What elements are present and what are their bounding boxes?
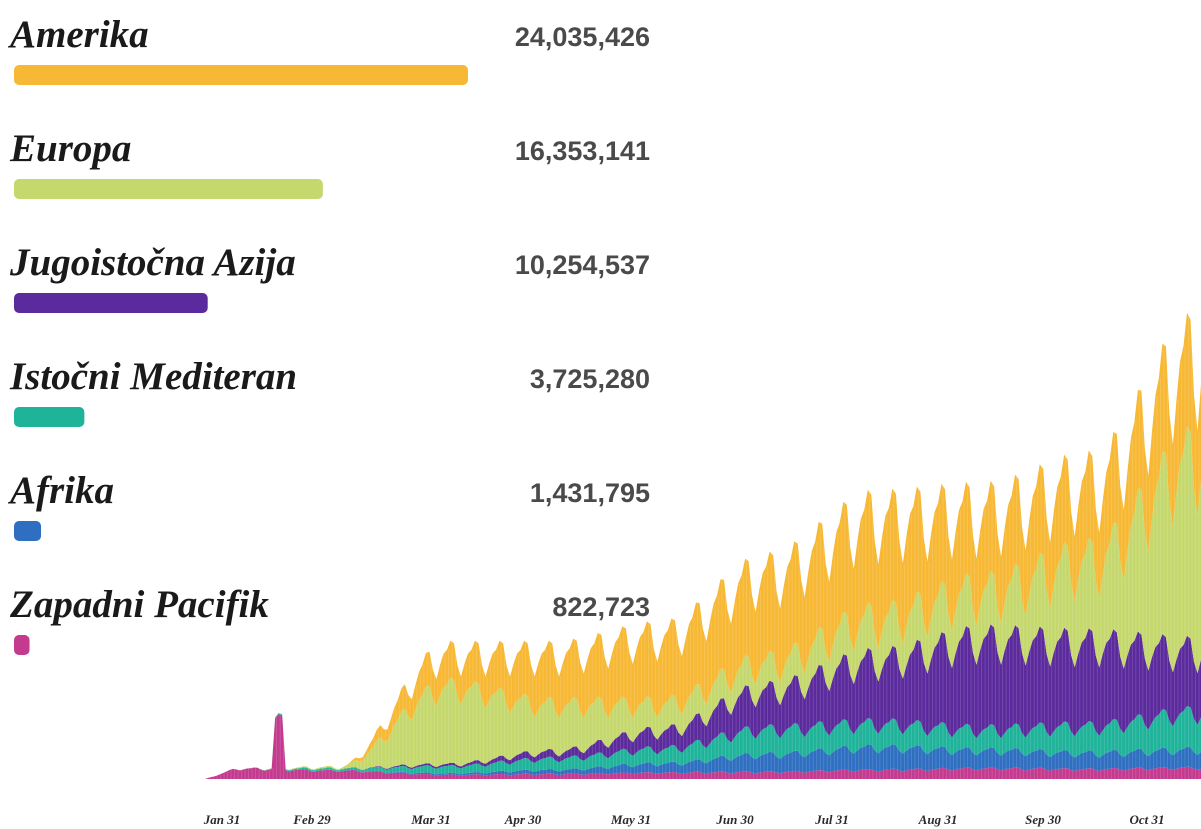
x-tick-label: Feb 29: [292, 812, 331, 827]
x-tick-label: Aug 31: [918, 812, 958, 827]
legend-bar-zapadni-pacifik: [14, 635, 30, 655]
stacked-area-plot: [205, 312, 1201, 779]
legend-row-amerika: Amerika 24,035,426: [7, 13, 650, 85]
x-tick-label: Oct 31: [1129, 812, 1164, 827]
legend-row-europa: Europa 16,353,141: [9, 127, 650, 199]
x-tick-label: Jul 31: [814, 812, 849, 827]
legend-label-amerika: Amerika: [7, 13, 149, 56]
legend-row-istocni-mediteran: Istočni Mediteran 3,725,280: [9, 355, 650, 427]
legend-bar-afrika: [14, 521, 42, 541]
legend-row-zapadni-pacifik: Zapadni Pacifik 822,723: [9, 583, 650, 655]
area-series-jugoistocna-azija: [205, 624, 1201, 779]
legend-bar-europa: [14, 179, 323, 199]
area-series-afrika: [205, 714, 1201, 779]
region-legend: Amerika 24,035,426 Europa 16,353,141 Jugoist…: [7, 13, 650, 655]
legend-label-afrika: Afrika: [7, 469, 114, 512]
x-tick-label: Apr 30: [504, 812, 542, 827]
legend-total-amerika: 24,035,426: [515, 22, 650, 52]
legend-row-afrika: Afrika 1,431,795: [7, 469, 650, 541]
legend-bar-amerika: [14, 65, 468, 85]
x-tick-label: Jun 30: [715, 812, 754, 827]
x-tick-label: May 31: [610, 812, 651, 827]
area-series-zapadni-pacifik: [205, 714, 1201, 779]
legend-total-jugoistocna-azija: 10,254,537: [515, 250, 650, 280]
legend-label-istocni-mediteran: Istočni Mediteran: [9, 355, 297, 398]
area-series-istocni-mediteran: [205, 706, 1201, 779]
area-series-amerika: [205, 312, 1201, 779]
legend-bar-istocni-mediteran: [14, 407, 85, 427]
legend-total-istocni-mediteran: 3,725,280: [530, 364, 650, 394]
legend-total-afrika: 1,431,795: [530, 478, 650, 508]
legend-total-europa: 16,353,141: [515, 136, 650, 166]
legend-row-jugoistocna-azija: Jugoistočna Azija 10,254,537: [9, 241, 650, 313]
daily-bar-stripes: [209, 312, 1200, 779]
legend-label-zapadni-pacifik: Zapadni Pacifik: [9, 583, 269, 626]
x-axis: Jan 31 Feb 29 Mar 31 Apr 30 May 31 Jun 30 Jul …: [203, 812, 1165, 827]
area-series-europa: [205, 426, 1201, 779]
legend-total-zapadni-pacifik: 822,723: [552, 592, 650, 622]
legend-label-europa: Europa: [9, 127, 131, 170]
legend-label-jugoistocna-azija: Jugoistočna Azija: [9, 241, 296, 284]
x-tick-label: Mar 31: [410, 812, 450, 827]
x-tick-label: Sep 30: [1025, 812, 1061, 827]
legend-bar-jugoistocna-azija: [14, 293, 208, 313]
x-tick-label: Jan 31: [203, 812, 240, 827]
